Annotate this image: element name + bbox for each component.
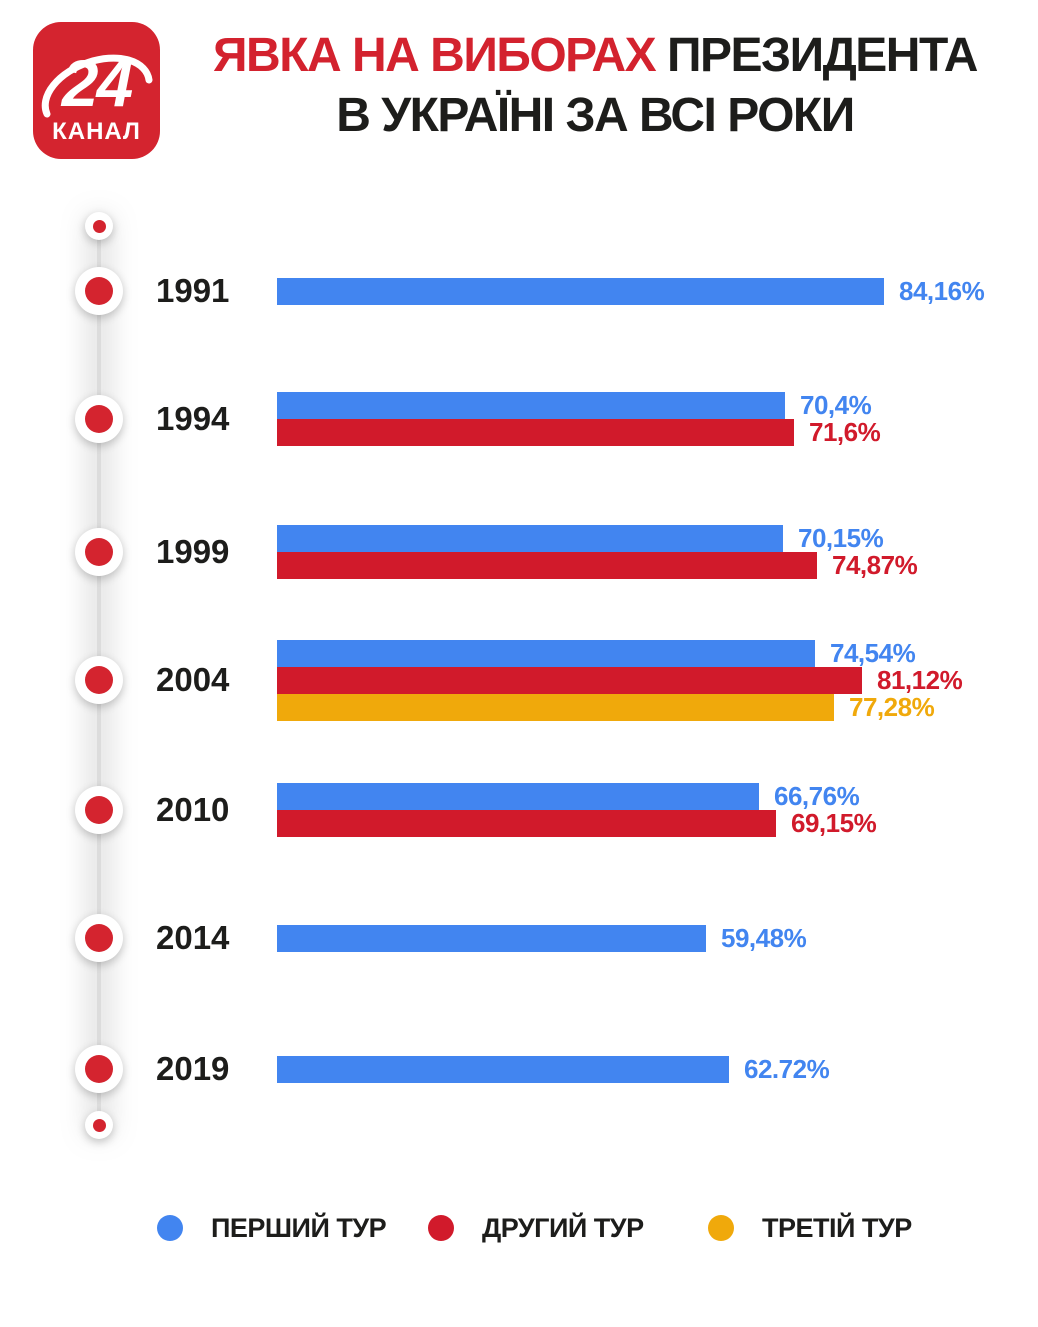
year-label-2019: 2019 <box>156 1050 230 1087</box>
legend-item-yellow: ТРЕТІЙ ТУР <box>708 1212 912 1243</box>
legend-label: ДРУГИЙ ТУР <box>482 1212 644 1243</box>
channel-24-logo: 24 КАНАЛ <box>33 22 160 159</box>
bar-group-2019: 62.72% <box>277 1054 830 1084</box>
bar-row: 70,15% <box>277 523 917 553</box>
value-label: 59,48% <box>721 923 807 953</box>
timeline-node-dot <box>85 1055 113 1083</box>
timeline-end-dot-inner <box>92 1118 106 1132</box>
timeline-node-1994 <box>75 395 123 443</box>
logo-swoosh-icon <box>41 54 153 118</box>
value-label: 70,4% <box>800 390 872 420</box>
legend-dot-yellow <box>708 1215 734 1241</box>
legend-label: ТРЕТІЙ ТУР <box>762 1212 912 1243</box>
year-label-2010: 2010 <box>156 791 230 828</box>
timeline-node-dot <box>85 405 113 433</box>
year-label-1994: 1994 <box>156 400 230 437</box>
legend-dot-red <box>428 1215 454 1241</box>
timeline-node-2019 <box>75 1045 123 1093</box>
legend-item-blue: ПЕРШИЙ ТУР <box>157 1212 387 1243</box>
bar-1999-blue <box>277 525 783 552</box>
value-label: 81,12% <box>877 665 963 695</box>
timeline-node-2014 <box>75 914 123 962</box>
logo-name: КАНАЛ <box>52 118 141 145</box>
bar-row: 71,6% <box>277 417 881 447</box>
timeline-node-dot <box>85 538 113 566</box>
value-label: 71,6% <box>809 417 881 447</box>
bar-row: 74,54% <box>277 638 962 668</box>
bar-group-1999: 70,15% 74,87% <box>277 523 918 580</box>
bar-2004-yellow <box>277 694 834 721</box>
bar-row: 70,4% <box>277 390 880 420</box>
value-label: 70,15% <box>798 523 884 553</box>
timeline-node-2010 <box>75 786 123 834</box>
bar-row: 62.72% <box>277 1054 830 1084</box>
timeline-start-dot <box>85 212 113 240</box>
year-label-1999: 1999 <box>156 533 230 570</box>
logo-number: 24 <box>61 46 133 120</box>
bar-group-2004: 74,54% 81,12% 77,28% <box>277 638 963 722</box>
timeline-node-dot <box>85 924 113 952</box>
legend-item-red: ДРУГИЙ ТУР <box>428 1212 644 1243</box>
bar-group-1994: 70,4% 71,6% <box>277 390 881 447</box>
year-label-2014: 2014 <box>156 919 230 956</box>
bar-group-2010: 66,76% 69,15% <box>277 781 877 838</box>
bar-group-2014: 59,48% <box>277 923 807 953</box>
timeline-node-2004 <box>75 656 123 704</box>
title-part-red: ЯВКА НА ВИБОРАХ <box>213 29 657 82</box>
page-title: ЯВКА НА ВИБОРАХ ПРЕЗИДЕНТА В УКРАЇНІ ЗА … <box>170 26 1020 146</box>
timeline-node-dot <box>85 796 113 824</box>
bar-2010-blue <box>277 783 759 810</box>
bar-row: 66,76% <box>277 781 876 811</box>
timeline-node-1991 <box>75 267 123 315</box>
value-label: 84,16% <box>899 276 985 306</box>
title-part-black: ПРЕЗИДЕНТА <box>655 29 978 82</box>
bar-1994-red <box>277 419 794 446</box>
timeline-node-dot <box>85 666 113 694</box>
bar-1999-red <box>277 552 817 579</box>
timeline-start-dot-inner <box>92 219 106 233</box>
value-label: 74,87% <box>832 550 918 580</box>
bar-row: 74,87% <box>277 550 918 580</box>
legend-dot-blue <box>157 1215 183 1241</box>
value-label: 69,15% <box>791 808 877 838</box>
bar-row: 84,16% <box>277 276 985 306</box>
bar-row: 59,48% <box>277 923 807 953</box>
timeline-end-dot <box>85 1111 113 1139</box>
timeline-node-dot <box>85 277 113 305</box>
bar-2004-blue <box>277 640 815 667</box>
bar-1991-blue <box>277 278 884 305</box>
bar-row: 77,28% <box>277 692 962 722</box>
bar-2019-blue <box>277 1056 729 1083</box>
bar-2004-red <box>277 667 862 694</box>
title-line2: В УКРАЇНІ ЗА ВСІ РОКИ <box>336 89 855 142</box>
value-label: 77,28% <box>849 692 935 722</box>
timeline-node-1999 <box>75 528 123 576</box>
legend-label: ПЕРШИЙ ТУР <box>211 1212 387 1243</box>
year-label-1991: 1991 <box>156 272 230 309</box>
bar-2010-red <box>277 810 776 837</box>
bar-1994-blue <box>277 392 785 419</box>
value-label: 74,54% <box>830 638 916 668</box>
year-label-2004: 2004 <box>156 661 230 698</box>
value-label: 66,76% <box>774 781 860 811</box>
bar-group-1991: 84,16% <box>277 276 985 306</box>
bar-row: 81,12% <box>277 665 963 695</box>
bar-2014-blue <box>277 925 706 952</box>
bar-row: 69,15% <box>277 808 877 838</box>
value-label: 62.72% <box>744 1054 830 1084</box>
